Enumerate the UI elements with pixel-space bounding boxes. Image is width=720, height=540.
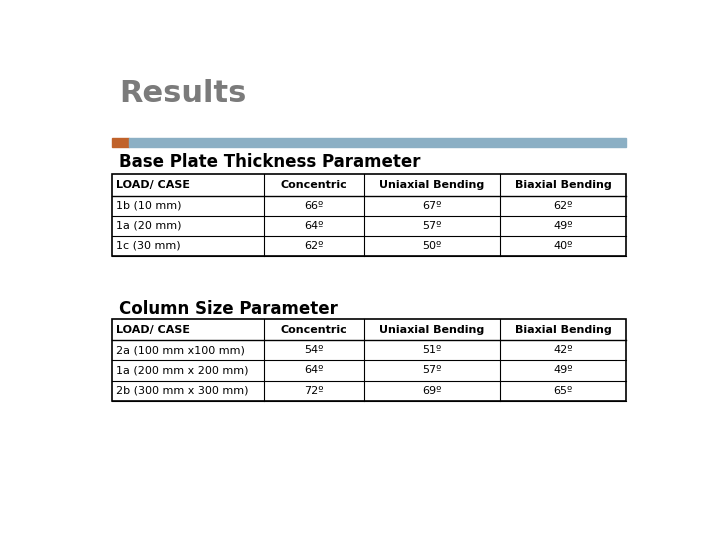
Text: Concentric: Concentric xyxy=(280,325,347,335)
Text: 2b (300 mm x 300 mm): 2b (300 mm x 300 mm) xyxy=(117,386,249,395)
Text: 69º: 69º xyxy=(423,386,442,395)
Text: 1c (30 mm): 1c (30 mm) xyxy=(117,241,181,251)
Text: Concentric: Concentric xyxy=(280,180,347,190)
Bar xyxy=(129,138,626,147)
Text: Base Plate Thickness Parameter: Base Plate Thickness Parameter xyxy=(120,153,421,171)
Text: 1a (200 mm x 200 mm): 1a (200 mm x 200 mm) xyxy=(117,366,249,375)
Text: 42º: 42º xyxy=(554,346,573,355)
Text: Column Size Parameter: Column Size Parameter xyxy=(120,300,338,318)
Text: Biaxial Bending: Biaxial Bending xyxy=(515,180,611,190)
Text: 62º: 62º xyxy=(304,241,323,251)
Text: 51º: 51º xyxy=(423,346,441,355)
Text: 40º: 40º xyxy=(554,241,573,251)
Text: 64º: 64º xyxy=(304,221,323,231)
Text: 1b (10 mm): 1b (10 mm) xyxy=(117,201,182,211)
Text: 65º: 65º xyxy=(554,386,573,395)
Text: 49º: 49º xyxy=(554,221,573,231)
Text: Uniaxial Bending: Uniaxial Bending xyxy=(379,325,485,335)
Text: 57º: 57º xyxy=(423,221,442,231)
Text: LOAD/ CASE: LOAD/ CASE xyxy=(117,180,190,190)
Text: 49º: 49º xyxy=(554,366,573,375)
Text: 67º: 67º xyxy=(423,201,442,211)
Text: 72º: 72º xyxy=(304,386,323,395)
Bar xyxy=(112,319,626,401)
Text: 50º: 50º xyxy=(423,241,441,251)
Text: 57º: 57º xyxy=(423,366,442,375)
Text: 1a (20 mm): 1a (20 mm) xyxy=(117,221,182,231)
Text: LOAD/ CASE: LOAD/ CASE xyxy=(117,325,190,335)
Bar xyxy=(112,138,129,147)
Text: 54º: 54º xyxy=(304,346,323,355)
Text: 64º: 64º xyxy=(304,366,323,375)
Text: Results: Results xyxy=(120,79,247,107)
Text: Uniaxial Bending: Uniaxial Bending xyxy=(379,180,485,190)
Text: 66º: 66º xyxy=(304,201,323,211)
Bar xyxy=(112,174,626,256)
Text: Biaxial Bending: Biaxial Bending xyxy=(515,325,611,335)
Text: 62º: 62º xyxy=(554,201,573,211)
Text: 2a (100 mm x100 mm): 2a (100 mm x100 mm) xyxy=(117,346,246,355)
